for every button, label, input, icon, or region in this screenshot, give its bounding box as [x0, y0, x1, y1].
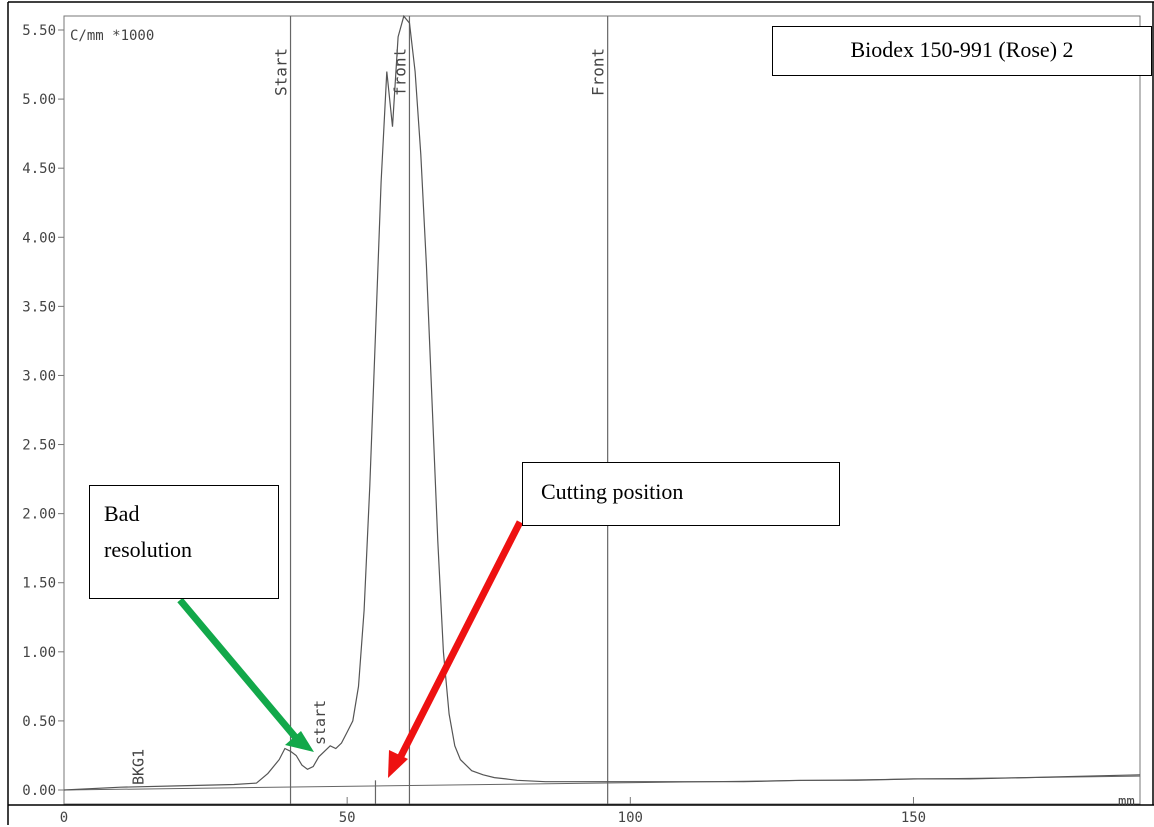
y-tick-label: 1.50 [22, 576, 56, 592]
x-tick-label: 150 [901, 810, 926, 826]
x-tick-label: 100 [618, 810, 643, 826]
y-tick-label: 5.50 [22, 23, 56, 39]
y-tick-label: 0.00 [22, 783, 56, 799]
series-line [63, 14, 1141, 791]
y-axis-label: C/mm *1000 [70, 28, 154, 44]
y-tick-label: 4.50 [22, 161, 56, 177]
bad-resolution-arrow-head [285, 731, 314, 752]
y-tick-label: 5.00 [22, 92, 56, 108]
bad-resolution-line1: Bad [104, 501, 140, 526]
bad-resolution-line2: resolution [104, 537, 192, 562]
annotation-label: BKG1 [130, 749, 148, 785]
marker-label: front [390, 48, 409, 96]
chart-title: Biodex 150-991 (Rose) 2 [772, 26, 1152, 76]
y-tick-label: 2.00 [22, 507, 56, 523]
y-tick-label: 0.50 [22, 714, 56, 730]
x-tick-label: 0 [60, 810, 68, 826]
cutting-position-arrow-head [388, 750, 408, 778]
plot-frame [63, 15, 1141, 805]
y-tick-label: 1.00 [22, 645, 56, 661]
y-tick-label: 3.50 [22, 299, 56, 315]
y-tick-label: 4.00 [22, 230, 56, 246]
bad-resolution-callout: Bad resolution [89, 485, 279, 599]
annotation-label: start [311, 700, 329, 745]
x-tick-label: 50 [339, 810, 356, 826]
y-tick-label: 2.50 [22, 438, 56, 454]
cutting-position-arrow [396, 520, 524, 760]
x-axis-label: mm [1118, 794, 1135, 810]
y-tick-label: 3.00 [22, 368, 56, 384]
cutting-position-text: Cutting position [541, 479, 684, 504]
marker-label: Front [589, 48, 608, 96]
chart-title-text: Biodex 150-991 (Rose) 2 [850, 37, 1074, 62]
marker-label: Start [272, 48, 291, 96]
cutting-position-callout: Cutting position [522, 462, 840, 526]
bad-resolution-arrow [177, 597, 299, 741]
